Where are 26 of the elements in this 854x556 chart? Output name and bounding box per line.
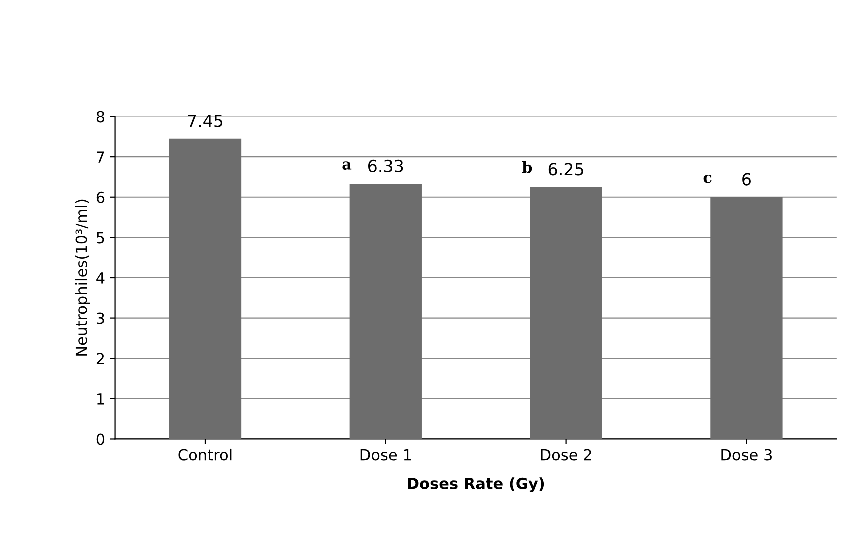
bar — [350, 184, 422, 440]
x-tick-label: Dose 1 — [360, 449, 412, 461]
data-label: 6.25 — [548, 163, 584, 176]
bar — [530, 187, 602, 440]
x-axis-title: Doses Rate (Gy) — [408, 478, 544, 493]
y-axis-title: Neutrophiles(10³/ml) — [76, 200, 90, 356]
bar — [169, 138, 242, 440]
y-tick-label: 0 — [96, 434, 105, 446]
y-tick-label: 3 — [97, 312, 104, 324]
data-label: 6.33 — [368, 160, 404, 173]
data-label: 7.45 — [188, 114, 223, 128]
y-tick-label: 1 — [98, 394, 104, 405]
annotation: c — [704, 174, 712, 184]
data-label: 6 — [742, 173, 751, 186]
x-tick-label: Control — [178, 448, 232, 461]
y-tick-label: 5 — [97, 232, 104, 244]
y-tick-label: 6 — [96, 192, 105, 204]
x-tick-label: Dose 2 — [541, 449, 592, 461]
y-tick-label: 7 — [97, 152, 104, 163]
y-tick-label: 8 — [96, 111, 105, 123]
y-tick-label: 4 — [96, 272, 105, 284]
y-tick-label: 2 — [96, 353, 104, 364]
bar — [710, 197, 783, 440]
x-tick-label: Dose 3 — [722, 449, 772, 461]
annotation: b — [522, 161, 532, 174]
annotation: a — [342, 162, 352, 170]
